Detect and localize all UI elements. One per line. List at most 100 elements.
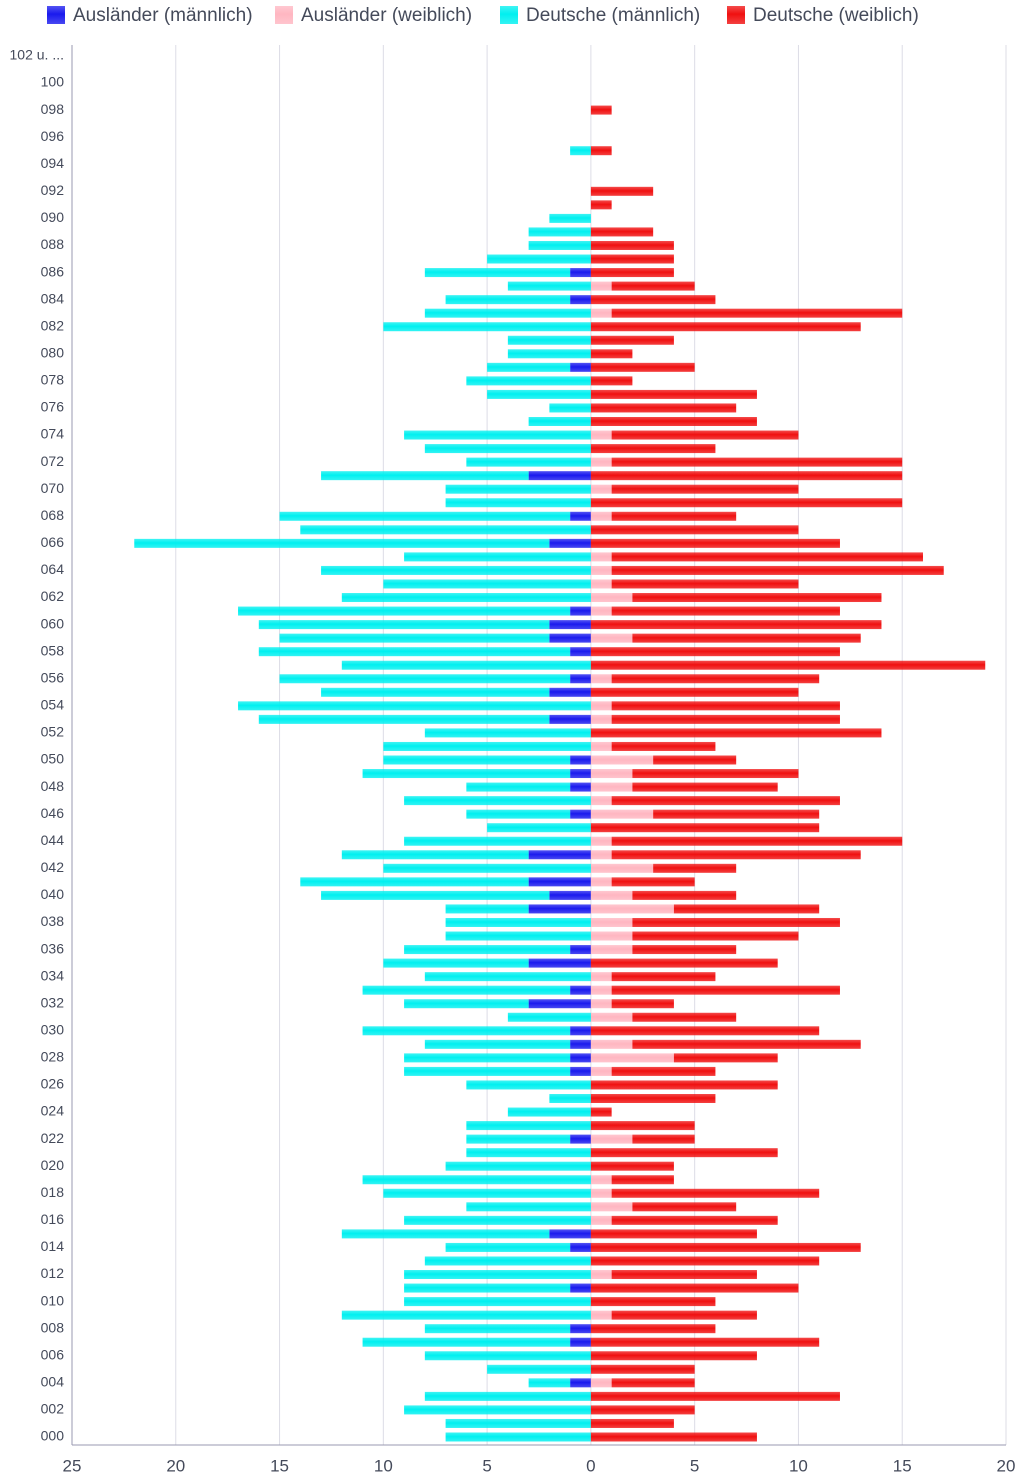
bar — [590, 362, 695, 372]
y-tick-label: 084 — [41, 290, 65, 306]
bar — [590, 1215, 612, 1225]
y-tick-label: 000 — [41, 1428, 65, 1444]
bar — [570, 1039, 591, 1049]
bar — [590, 1134, 633, 1144]
bar — [653, 755, 737, 765]
y-tick-label: 048 — [41, 778, 65, 794]
y-tick-label: 074 — [41, 426, 65, 442]
bar — [341, 660, 591, 670]
y-tick-label: 044 — [41, 832, 65, 848]
bar — [590, 1202, 633, 1212]
bar — [590, 498, 903, 508]
bar — [549, 890, 591, 900]
bar — [611, 674, 820, 684]
bar — [590, 538, 840, 548]
bar — [424, 1324, 571, 1334]
legend-swatch — [275, 6, 293, 24]
bar — [590, 674, 612, 684]
bar — [570, 1337, 591, 1347]
bar — [590, 444, 716, 454]
bar — [590, 769, 633, 779]
bar — [590, 1324, 716, 1334]
bar — [383, 863, 591, 873]
bar — [445, 498, 591, 508]
bar — [445, 295, 571, 305]
y-tick-label: 082 — [41, 317, 65, 333]
y-tick-label: 086 — [41, 263, 65, 279]
bar — [611, 999, 674, 1009]
bar — [590, 863, 654, 873]
bar — [590, 593, 633, 603]
bar — [258, 647, 571, 657]
y-tick-label: 076 — [41, 399, 65, 415]
bar — [653, 863, 737, 873]
bar — [590, 240, 674, 250]
bar — [611, 511, 737, 521]
bar — [570, 1053, 591, 1063]
bar — [238, 606, 571, 616]
bar — [300, 877, 529, 887]
bar — [590, 755, 654, 765]
legend-label: Deutsche (weiblich) — [753, 5, 919, 26]
bar — [549, 633, 591, 643]
bar — [611, 701, 840, 711]
bar — [466, 782, 571, 792]
x-tick-label: 10 — [789, 1456, 808, 1475]
y-tick-label: 008 — [41, 1319, 65, 1335]
bar — [632, 769, 799, 779]
bar — [507, 1107, 591, 1117]
bar — [341, 850, 529, 860]
bar — [611, 877, 695, 887]
bar — [590, 1405, 695, 1415]
bar — [362, 985, 571, 995]
bar — [424, 1039, 571, 1049]
bar — [487, 362, 571, 372]
bar — [590, 484, 612, 494]
bar — [611, 1270, 757, 1280]
bar — [528, 227, 591, 237]
bar — [424, 444, 591, 454]
bar — [487, 389, 591, 399]
y-tick-label: 006 — [41, 1346, 65, 1362]
bar — [632, 890, 737, 900]
bar — [590, 1242, 861, 1252]
bar — [590, 1026, 820, 1036]
bar — [404, 1270, 591, 1280]
y-tick-label: 018 — [41, 1184, 65, 1200]
bar — [590, 1351, 757, 1361]
bar — [590, 1066, 612, 1076]
bar — [653, 809, 820, 819]
bar — [570, 1283, 591, 1293]
bar — [632, 633, 861, 643]
bar — [611, 1310, 757, 1320]
bar — [632, 917, 840, 927]
bar — [590, 633, 633, 643]
bar — [466, 1121, 591, 1131]
bar — [590, 1161, 674, 1171]
y-tick-label: 036 — [41, 940, 65, 956]
bar — [590, 660, 986, 670]
bar — [404, 1053, 571, 1063]
bar — [258, 714, 550, 724]
bar — [590, 904, 674, 914]
bar — [590, 877, 612, 887]
bar — [590, 917, 633, 927]
bar — [466, 457, 591, 467]
bar — [549, 620, 591, 630]
bar — [570, 511, 591, 521]
bar — [549, 1094, 591, 1103]
bar — [611, 457, 903, 467]
bar — [487, 1364, 591, 1374]
bar — [590, 322, 861, 332]
bar — [611, 714, 840, 724]
bar — [590, 349, 633, 359]
bar — [590, 227, 654, 237]
y-tick-label: 096 — [41, 128, 65, 144]
bar — [507, 281, 591, 291]
bar — [507, 335, 591, 345]
y-tick-label: 098 — [41, 101, 65, 117]
bar — [590, 1229, 757, 1239]
legend-label: Deutsche (männlich) — [526, 5, 700, 26]
y-tick-label: 094 — [41, 155, 65, 171]
bar — [445, 917, 591, 927]
